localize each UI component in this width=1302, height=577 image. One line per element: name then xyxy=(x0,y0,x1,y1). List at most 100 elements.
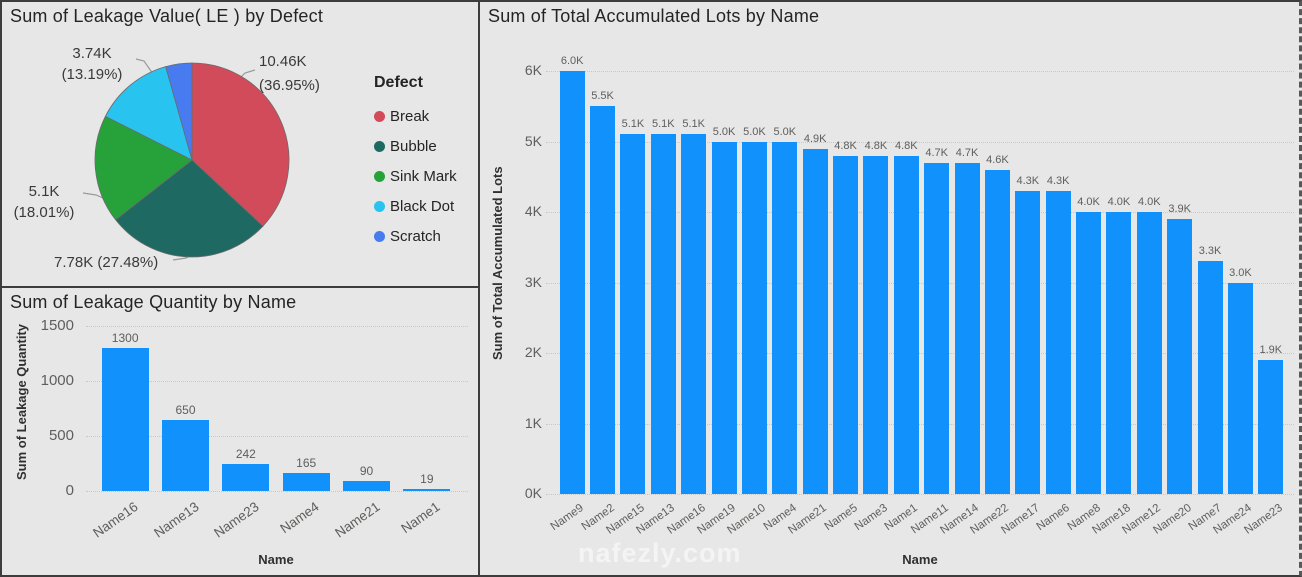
bar-name21[interactable] xyxy=(343,481,390,491)
pie-leader-line xyxy=(135,58,154,75)
y-tick-label: 1500 xyxy=(40,316,74,334)
pie-chart-panel: Sum of Leakage Value( LE ) by Defect 10.… xyxy=(0,0,480,288)
bar-name12[interactable] xyxy=(1136,212,1162,494)
legend-item-label: Bubble xyxy=(390,137,437,155)
bar-name21[interactable] xyxy=(802,148,828,494)
legend-item-bubble[interactable]: Bubble xyxy=(374,131,457,161)
bar-name16[interactable] xyxy=(101,348,149,491)
legend-item-break[interactable]: Break xyxy=(374,101,457,131)
legend-item-label: Scratch xyxy=(390,227,441,245)
gridline xyxy=(86,436,468,437)
bar-value-label: 4.8K xyxy=(834,139,857,152)
bar-name18[interactable] xyxy=(1106,212,1132,494)
bar-value-label: 5.0K xyxy=(773,125,797,138)
bar-value-label: 5.0K xyxy=(743,125,766,138)
bar-name1[interactable] xyxy=(893,155,919,494)
bar-name2[interactable] xyxy=(590,106,616,494)
gridline xyxy=(546,141,1294,143)
accumulated-lots-title: Sum of Total Accumulated Lots by Name xyxy=(488,6,820,26)
y-tick-label: 0K xyxy=(524,485,542,502)
gridline xyxy=(546,282,1294,284)
pie-slice-black-dot[interactable] xyxy=(104,66,193,161)
bar-name13[interactable] xyxy=(162,419,209,491)
bar-value-label: 4.3K xyxy=(1016,174,1040,187)
bar-name4[interactable] xyxy=(772,141,798,494)
bar-name4[interactable] xyxy=(282,472,330,491)
bar-name22[interactable] xyxy=(984,169,1010,494)
bar-name1[interactable] xyxy=(403,488,451,491)
accumulated-lots-x-axis-title: Name xyxy=(902,552,938,567)
y-tick-label: 1000 xyxy=(40,371,74,389)
pie-slice-break[interactable] xyxy=(191,62,290,227)
y-tick-label: 500 xyxy=(48,426,74,444)
legend-item-sink-mark[interactable]: Sink Mark xyxy=(374,161,457,191)
pie-data-label-sink-mark: 5.1K (18.01%) xyxy=(13,183,75,221)
pie-data-label-black-dot: 3.74K (13.19%) xyxy=(61,45,123,83)
legend-item-label: Break xyxy=(390,107,430,125)
pie-data-label-break: 10.46K (36.95%) xyxy=(259,53,320,94)
pie-slice-sink-mark[interactable] xyxy=(94,115,193,221)
bar-name16[interactable] xyxy=(681,134,707,494)
y-tick-label: 3K xyxy=(524,273,542,290)
legend-item-scratch[interactable]: Scratch xyxy=(374,221,457,251)
gridline xyxy=(546,494,1294,495)
bar-value-label: 4.7K xyxy=(955,146,979,159)
bar-name24[interactable] xyxy=(1227,282,1253,494)
gridline xyxy=(86,491,468,492)
leakage-quantity-panel: Sum of Leakage Quantity by Name Sum of L… xyxy=(0,286,480,577)
bar-name13[interactable] xyxy=(650,134,676,494)
y-tick-label: 5K xyxy=(524,132,542,149)
defect-legend: Defect Break Bubble Sink Mark Black Dot Scra… xyxy=(374,74,457,251)
legend-item-black-dot[interactable]: Black Dot xyxy=(374,191,457,221)
gridline xyxy=(546,71,1294,72)
legend-color-dot xyxy=(374,140,385,152)
bar-name10[interactable] xyxy=(741,141,767,494)
bar-value-label: 4.6K xyxy=(986,153,1009,166)
pie-slice-scratch[interactable] xyxy=(165,62,193,161)
gridline xyxy=(546,353,1294,354)
legend-color-dot xyxy=(374,200,385,212)
bar-name23[interactable] xyxy=(1258,360,1284,494)
bar-value-label: 5.1K xyxy=(651,118,675,131)
bar-value-label: 165 xyxy=(296,455,317,470)
bar-value-label: 90 xyxy=(359,464,374,479)
bar-name14[interactable] xyxy=(954,162,980,494)
legend-color-dot xyxy=(374,170,385,182)
bar-name11[interactable] xyxy=(924,162,950,494)
bar-value-label: 650 xyxy=(175,402,196,417)
bar-value-label: 4.8K xyxy=(894,139,918,152)
gridline xyxy=(86,326,468,327)
bar-name20[interactable] xyxy=(1167,219,1193,494)
bar-value-label: 3.9K xyxy=(1168,203,1191,216)
bar-name7[interactable] xyxy=(1197,261,1223,494)
bar-name17[interactable] xyxy=(1015,190,1041,494)
legend-color-dot xyxy=(374,230,385,242)
bar-value-label: 4.0K xyxy=(1107,196,1131,208)
leakage-quantity-title: Sum of Leakage Quantity by Name xyxy=(10,292,297,312)
bar-value-label: 5.1K xyxy=(621,118,645,131)
pie-slice-bubble[interactable] xyxy=(115,159,264,258)
pie-chart-title: Sum of Leakage Value( LE ) by Defect xyxy=(10,6,324,26)
bar-value-label: 4.0K xyxy=(1077,196,1100,208)
bar-value-label: 5.1K xyxy=(682,118,705,131)
y-tick-label: 0 xyxy=(65,481,74,499)
legend-item-label: Black Dot xyxy=(390,197,455,215)
y-tick-label: 1K xyxy=(524,414,542,431)
pie-leader-line xyxy=(82,192,104,199)
bar-name5[interactable] xyxy=(833,155,859,494)
bar-name6[interactable] xyxy=(1045,190,1071,494)
bar-name9[interactable] xyxy=(559,71,585,494)
bar-name19[interactable] xyxy=(711,141,737,494)
bar-value-label: 1300 xyxy=(111,331,139,345)
bar-name3[interactable] xyxy=(863,155,889,494)
bar-value-label: 5.0K xyxy=(712,125,736,138)
y-tick-label: 2K xyxy=(524,344,542,361)
bar-value-label: 4.9K xyxy=(803,132,827,145)
pie-data-label-bubble: 7.78K (27.48%) xyxy=(54,254,159,271)
gridline xyxy=(86,381,468,382)
bar-name8[interactable] xyxy=(1076,212,1102,494)
bar-value-label: 1.9K xyxy=(1259,344,1283,357)
bar-name23[interactable] xyxy=(222,464,270,491)
bar-name15[interactable] xyxy=(620,134,646,494)
